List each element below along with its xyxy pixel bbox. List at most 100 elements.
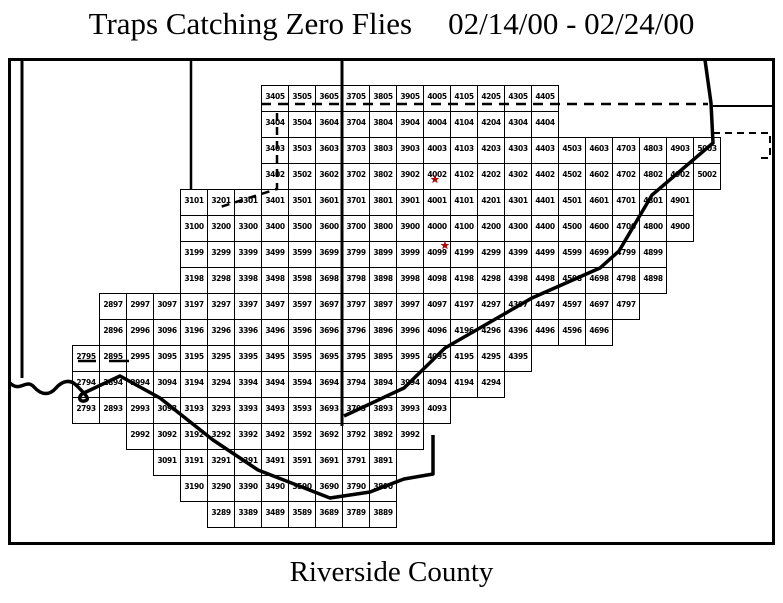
grid-cell-4499: 4499 <box>531 241 559 268</box>
grid-cell-4093: 4093 <box>423 397 451 424</box>
grid-cell-3601: 3601 <box>315 189 343 216</box>
grid-cell-3093: 3093 <box>153 397 181 424</box>
grid-cell-4703: 4703 <box>612 137 640 164</box>
grid-cell-2895: 2895 <box>99 345 127 372</box>
grid-cell-3790: 3790 <box>342 475 370 502</box>
grid-cell-3398: 3398 <box>234 267 262 294</box>
grid-cell-4095: 4095 <box>423 345 451 372</box>
grid-cell-4498: 4498 <box>531 267 559 294</box>
grid-cell-3691: 3691 <box>315 449 343 476</box>
grid-cell-3801: 3801 <box>369 189 397 216</box>
grid-cell-3489: 3489 <box>261 501 289 528</box>
grid-cell-3797: 3797 <box>342 293 370 320</box>
grid-cell-3999: 3999 <box>396 241 424 268</box>
grid-cell-3402: 3402 <box>261 163 289 190</box>
grid-cell-4798: 4798 <box>612 267 640 294</box>
grid-cell-3802: 3802 <box>369 163 397 190</box>
grid-cell-4799: 4799 <box>612 241 640 268</box>
grid-cell-3201: 3201 <box>207 189 235 216</box>
grid-cell-4902: 4902 <box>666 163 694 190</box>
grid-cell-3597: 3597 <box>288 293 316 320</box>
grid-cell-4000: 4000 <box>423 215 451 242</box>
grid-cell-3895: 3895 <box>369 345 397 372</box>
grid-cell-3498: 3498 <box>261 267 289 294</box>
grid-cell-3602: 3602 <box>315 163 343 190</box>
grid-cell-3901: 3901 <box>396 189 424 216</box>
grid-cell-3293: 3293 <box>207 397 235 424</box>
grid-cell-3400: 3400 <box>261 215 289 242</box>
grid-cell-4797: 4797 <box>612 293 640 320</box>
grid-cell-4395: 4395 <box>504 345 532 372</box>
grid-cell-4402: 4402 <box>531 163 559 190</box>
trap-marker-star: ★ <box>430 173 440 186</box>
grid-cell-3699: 3699 <box>315 241 343 268</box>
grid-cell-2897: 2897 <box>99 293 127 320</box>
grid-cell-4900: 4900 <box>666 215 694 242</box>
grid-cell-3996: 3996 <box>396 319 424 346</box>
grid-cell-3296: 3296 <box>207 319 235 346</box>
grid-cell-4899: 4899 <box>639 241 667 268</box>
grid-cell-4200: 4200 <box>477 215 505 242</box>
grid-cell-3299: 3299 <box>207 241 235 268</box>
grid-cell-4503: 4503 <box>558 137 586 164</box>
grid-cell-3195: 3195 <box>180 345 208 372</box>
grid-cell-4203: 4203 <box>477 137 505 164</box>
grid-cell-4294: 4294 <box>477 371 505 398</box>
grid-cell-3490: 3490 <box>261 475 289 502</box>
grid-cell-3695: 3695 <box>315 345 343 372</box>
grid-cell-3798: 3798 <box>342 267 370 294</box>
grid-cell-3997: 3997 <box>396 293 424 320</box>
grid-cell-3903: 3903 <box>396 137 424 164</box>
grid-cell-4001: 4001 <box>423 189 451 216</box>
grid-cell-4100: 4100 <box>450 215 478 242</box>
grid-cell-3805: 3805 <box>369 85 397 112</box>
grid-cell-4105: 4105 <box>450 85 478 112</box>
grid-cell-3294: 3294 <box>207 371 235 398</box>
grid-cell-3893: 3893 <box>369 397 397 424</box>
grid-cell-4305: 4305 <box>504 85 532 112</box>
grid-cell-3300: 3300 <box>234 215 262 242</box>
grid-cell-3894: 3894 <box>369 371 397 398</box>
grid-cell-3392: 3392 <box>234 423 262 450</box>
grid-cell-3703: 3703 <box>342 137 370 164</box>
grid-cell-4005: 4005 <box>423 85 451 112</box>
grid-cell-3799: 3799 <box>342 241 370 268</box>
grid-cell-3500: 3500 <box>288 215 316 242</box>
grid-cell-3804: 3804 <box>369 111 397 138</box>
grid-cell-3096: 3096 <box>153 319 181 346</box>
grid-cell-3403: 3403 <box>261 137 289 164</box>
grid-cell-2896: 2896 <box>99 319 127 346</box>
grid-cell-4699: 4699 <box>585 241 613 268</box>
grid-cell-3702: 3702 <box>342 163 370 190</box>
grid-cell-4601: 4601 <box>585 189 613 216</box>
grid-cell-3898: 3898 <box>369 267 397 294</box>
grid-cell-3796: 3796 <box>342 319 370 346</box>
grid-cell-4696: 4696 <box>585 319 613 346</box>
grid-cell-3890: 3890 <box>369 475 397 502</box>
grid-cell-3502: 3502 <box>288 163 316 190</box>
grid-cell-3297: 3297 <box>207 293 235 320</box>
grid-cell-5003: 5003 <box>693 137 721 164</box>
grid-cell-3704: 3704 <box>342 111 370 138</box>
grid-cell-4195: 4195 <box>450 345 478 372</box>
grid-cell-3100: 3100 <box>180 215 208 242</box>
grid-cell-3904: 3904 <box>396 111 424 138</box>
grid-cell-3491: 3491 <box>261 449 289 476</box>
grid-cell-3396: 3396 <box>234 319 262 346</box>
grid-cell-4397: 4397 <box>504 293 532 320</box>
county-name-label: Riverside County <box>289 556 494 588</box>
grid-cell-3200: 3200 <box>207 215 235 242</box>
grid-cell-3390: 3390 <box>234 475 262 502</box>
grid-cell-3494: 3494 <box>261 371 289 398</box>
grid-cell-4197: 4197 <box>450 293 478 320</box>
grid-cell-3905: 3905 <box>396 85 424 112</box>
grid-cell-3497: 3497 <box>261 293 289 320</box>
grid-cell-4401: 4401 <box>531 189 559 216</box>
grid-cell-4004: 4004 <box>423 111 451 138</box>
grid-cell-2996: 2996 <box>126 319 154 346</box>
grid-cell-4600: 4600 <box>585 215 613 242</box>
grid-cell-4700: 4700 <box>612 215 640 242</box>
grid-cell-3394: 3394 <box>234 371 262 398</box>
grid-cell-3401: 3401 <box>261 189 289 216</box>
grid-cell-3897: 3897 <box>369 293 397 320</box>
